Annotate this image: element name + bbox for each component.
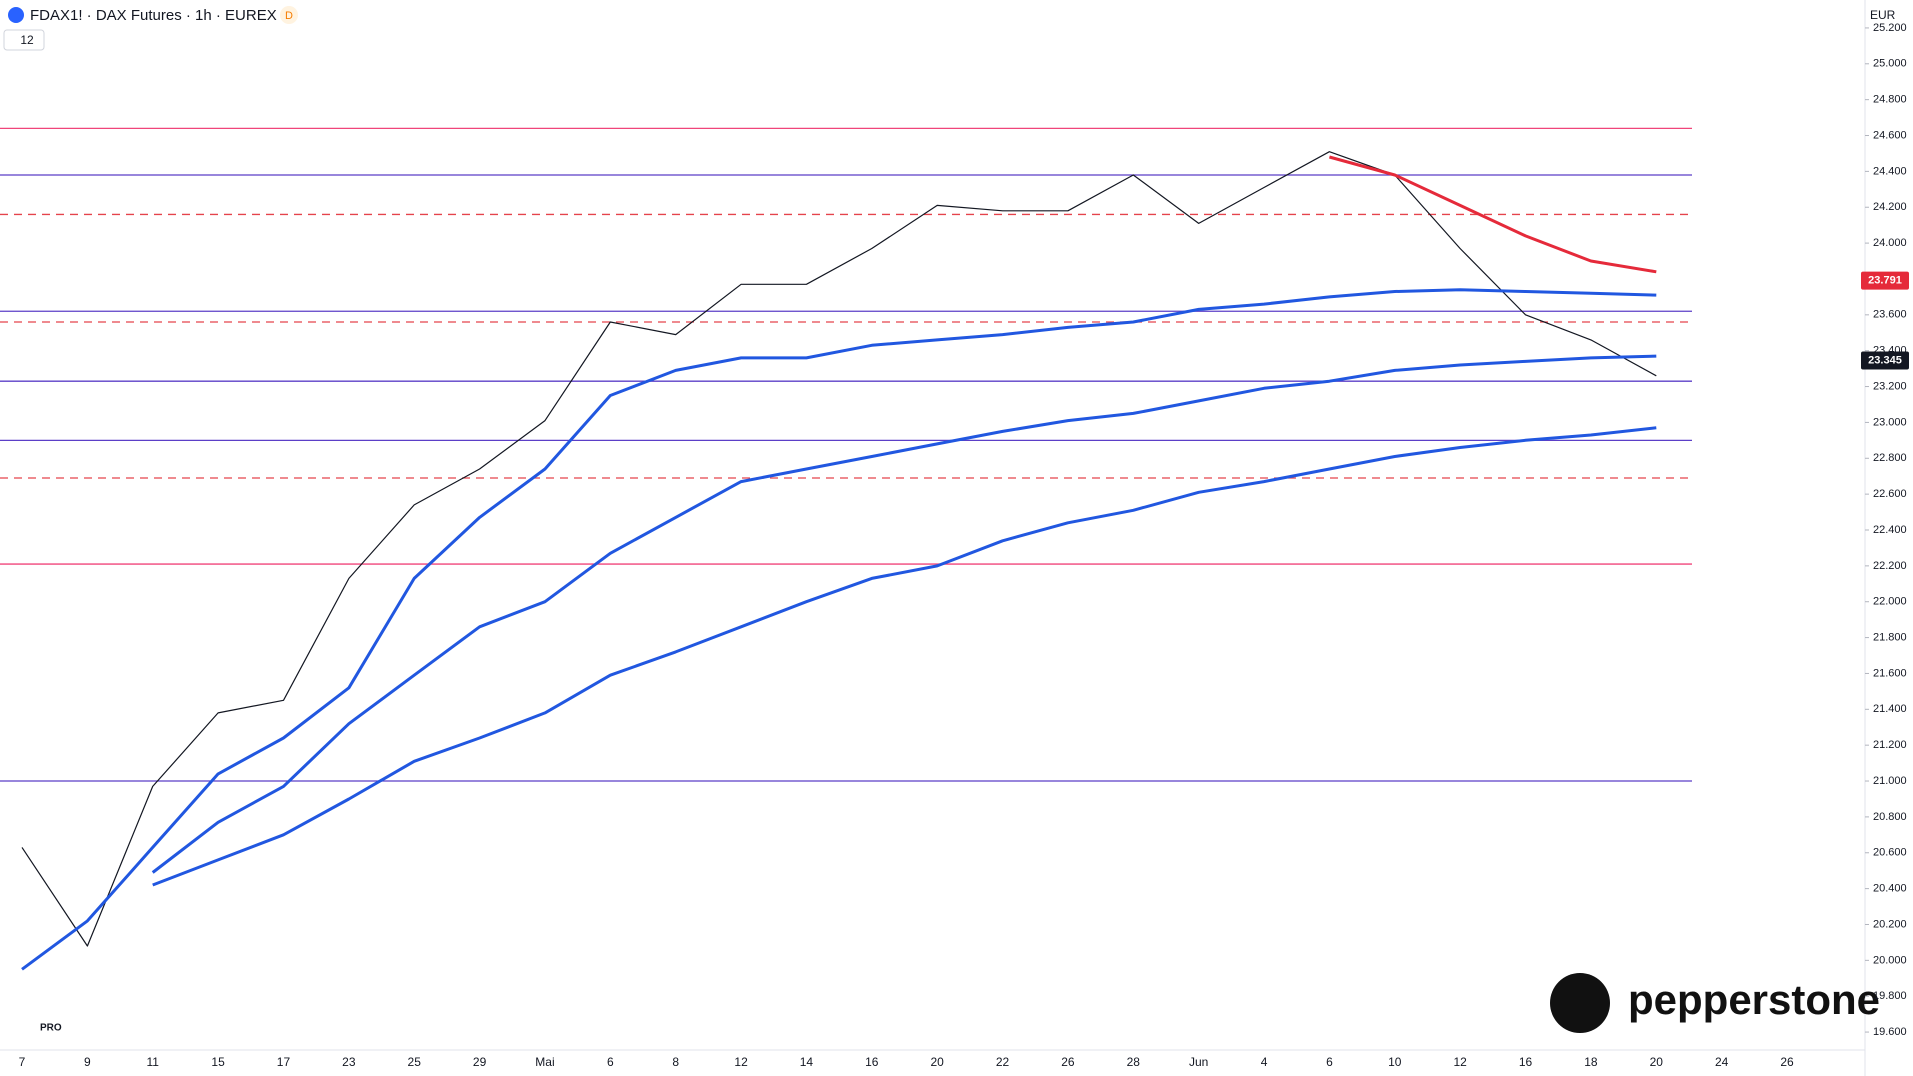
y-tick-label: 22.800 bbox=[1873, 452, 1907, 464]
price-label: 23.345 bbox=[1868, 354, 1902, 366]
x-tick-label: 17 bbox=[277, 1055, 291, 1069]
price-label-bg bbox=[1861, 351, 1909, 370]
x-tick-label: 16 bbox=[1519, 1055, 1533, 1069]
x-tick-label: 23 bbox=[342, 1055, 356, 1069]
y-tick-label: 23.000 bbox=[1873, 416, 1907, 428]
y-tick-label: 22.000 bbox=[1873, 596, 1907, 608]
y-tick-label: 20.000 bbox=[1873, 954, 1907, 966]
y-tick-label: 23.600 bbox=[1873, 309, 1907, 321]
x-tick-label: 6 bbox=[607, 1055, 614, 1069]
series-line bbox=[1329, 155, 1657, 274]
x-tick-label: 14 bbox=[800, 1055, 814, 1069]
x-tick-label: 4 bbox=[1261, 1055, 1268, 1069]
y-tick-label: 22.600 bbox=[1873, 488, 1907, 500]
x-tick-label: 26 bbox=[1061, 1055, 1075, 1069]
price-label-bg bbox=[1861, 271, 1909, 290]
symbol-title: FDAX1! · DAX Futures · 1h · EUREX bbox=[30, 7, 277, 24]
series-line bbox=[151, 354, 1657, 874]
y-tick-label: 20.400 bbox=[1873, 883, 1907, 895]
x-tick-label: 6 bbox=[1326, 1055, 1333, 1069]
y-tick-label: 24.600 bbox=[1873, 129, 1907, 141]
badge-bg bbox=[280, 6, 298, 24]
y-tick-label: 21.200 bbox=[1873, 739, 1907, 751]
y-tick-label: 20.800 bbox=[1873, 811, 1907, 823]
watermark: pepperstone bbox=[1628, 976, 1880, 1023]
x-tick-label: 7 bbox=[19, 1055, 26, 1069]
x-tick-label: 15 bbox=[211, 1055, 225, 1069]
x-tick-label: 20 bbox=[931, 1055, 945, 1069]
logo-mark bbox=[1550, 973, 1610, 1033]
y-tick-label: 24.200 bbox=[1873, 201, 1907, 213]
x-tick-label: 28 bbox=[1127, 1055, 1141, 1069]
indicator-toggle[interactable] bbox=[3, 29, 45, 51]
y-tick-label: 23.200 bbox=[1873, 380, 1907, 392]
indicator-count[interactable]: 12 bbox=[20, 33, 34, 47]
currency[interactable]: EUR bbox=[1870, 8, 1896, 22]
y-tick-label: 21.000 bbox=[1873, 775, 1907, 787]
y-tick-label: 21.600 bbox=[1873, 667, 1907, 679]
series-line bbox=[152, 426, 1657, 887]
x-tick-label: 29 bbox=[473, 1055, 487, 1069]
y-tick-label: 20.200 bbox=[1873, 918, 1907, 930]
y-tick-label: 22.400 bbox=[1873, 524, 1907, 536]
x-tick-label: 10 bbox=[1388, 1055, 1402, 1069]
y-tick-label: 25.000 bbox=[1873, 58, 1907, 70]
x-tick-label: 22 bbox=[996, 1055, 1010, 1069]
y-tick-label: 24.400 bbox=[1873, 165, 1907, 177]
x-tick-label: 25 bbox=[408, 1055, 422, 1069]
x-tick-label: 11 bbox=[147, 1055, 160, 1069]
x-tick-label: 16 bbox=[865, 1055, 879, 1069]
x-tick-label: 8 bbox=[672, 1055, 679, 1069]
symbol-icon bbox=[8, 7, 24, 23]
y-tick-label: 21.800 bbox=[1873, 631, 1907, 643]
y-tick-label: 24.000 bbox=[1873, 237, 1907, 249]
y-tick-label: 19.600 bbox=[1873, 1026, 1907, 1038]
y-tick-label: 21.400 bbox=[1873, 703, 1907, 715]
y-tick-label: 22.200 bbox=[1873, 560, 1907, 572]
x-tick-label: Mai bbox=[535, 1055, 554, 1069]
x-tick-label: 18 bbox=[1584, 1055, 1598, 1069]
y-tick-label: 25.200 bbox=[1873, 22, 1907, 34]
y-tick-label: 20.600 bbox=[1873, 847, 1907, 859]
x-tick-label: 26 bbox=[1780, 1055, 1794, 1069]
badge: D bbox=[285, 10, 293, 22]
price-label: 23.791 bbox=[1868, 274, 1902, 286]
x-tick-label: 24 bbox=[1715, 1055, 1729, 1069]
x-tick-label: 9 bbox=[84, 1055, 91, 1069]
x-tick-label: 20 bbox=[1650, 1055, 1664, 1069]
x-tick-label: Jun bbox=[1189, 1055, 1208, 1069]
y-tick-label: 19.800 bbox=[1873, 990, 1907, 1002]
y-tick-label: 24.800 bbox=[1873, 94, 1907, 106]
brand-logo: pepperstone bbox=[1550, 973, 1880, 1033]
x-tick-label: 12 bbox=[734, 1055, 748, 1069]
x-tick-label: 12 bbox=[1453, 1055, 1467, 1069]
tv-badge: PRO bbox=[40, 1023, 62, 1034]
series-line bbox=[21, 288, 1657, 971]
